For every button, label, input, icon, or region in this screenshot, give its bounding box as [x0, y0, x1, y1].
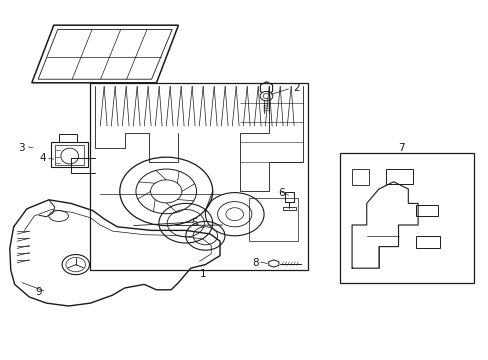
Text: 9: 9 — [35, 287, 41, 297]
Text: 5: 5 — [190, 218, 197, 228]
Bar — [59, 134, 77, 142]
Bar — [55, 145, 84, 165]
Bar — [339, 153, 473, 283]
Bar — [51, 142, 88, 167]
Bar — [415, 205, 437, 216]
Polygon shape — [268, 260, 278, 267]
Bar — [351, 169, 368, 185]
Text: 4: 4 — [40, 153, 46, 163]
Text: 2: 2 — [293, 83, 300, 93]
Text: 7: 7 — [397, 143, 404, 153]
Text: 1: 1 — [199, 269, 206, 279]
Bar — [249, 198, 298, 241]
Bar — [386, 169, 412, 184]
Text: 8: 8 — [252, 258, 259, 268]
Bar — [282, 207, 296, 210]
Text: 3: 3 — [18, 143, 24, 153]
Bar — [90, 83, 307, 270]
Bar — [284, 192, 294, 202]
Circle shape — [260, 91, 272, 101]
Polygon shape — [260, 82, 272, 95]
Text: 6: 6 — [278, 188, 285, 198]
Bar — [415, 236, 439, 248]
